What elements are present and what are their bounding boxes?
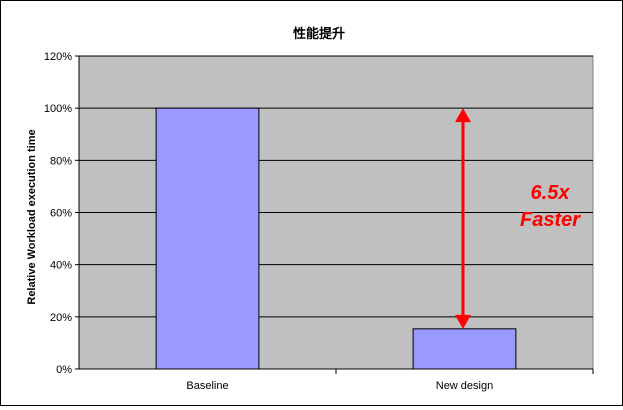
bar-new-design [412, 328, 517, 370]
x-tick-label: New design [436, 380, 493, 392]
y-tick-label: 120% [44, 51, 72, 63]
y-tick-label: 40% [50, 260, 72, 272]
plot-area: 0% 20% 40% 60% 80% 100% 120% Baseline New design [44, 51, 594, 392]
x-tick-label: Baseline [186, 380, 228, 392]
y-tick-label: 100% [44, 103, 72, 115]
annotation-line1: 6.5x [531, 182, 571, 204]
y-tick-label: 20% [50, 312, 72, 324]
y-tick-label: 0% [56, 364, 72, 376]
y-tick-label: 80% [50, 155, 72, 167]
bar-baseline [155, 107, 260, 370]
y-axis-label: Relative Workload execution time [26, 129, 38, 304]
annotation: 6.5x Faster [455, 108, 581, 329]
arrow-head-up [455, 108, 471, 123]
chart-title: 性能提升 [293, 26, 345, 41]
annotation-line2: Faster [520, 209, 581, 231]
arrow-head-down [455, 314, 471, 329]
y-tick-label: 60% [50, 208, 72, 220]
